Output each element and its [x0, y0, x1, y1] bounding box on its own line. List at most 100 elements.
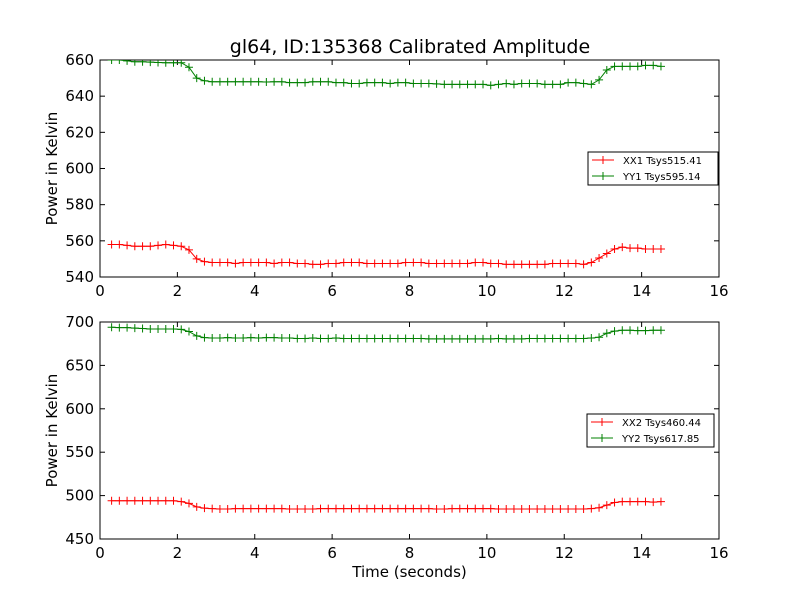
y-axis-label: Power in Kelvin — [43, 112, 61, 226]
data-point — [409, 334, 418, 343]
data-point — [161, 324, 170, 333]
data-point — [556, 259, 565, 268]
data-point — [502, 505, 511, 514]
data-point — [556, 334, 565, 343]
data-point — [455, 334, 464, 343]
data-point — [161, 240, 170, 249]
data-point — [448, 504, 457, 513]
data-point — [293, 78, 302, 87]
data-point — [370, 78, 379, 87]
series-2 — [107, 323, 665, 343]
data-point — [633, 497, 642, 506]
data-point — [277, 77, 286, 86]
data-point — [215, 334, 224, 343]
data-point — [540, 505, 549, 514]
data-point — [517, 79, 526, 88]
data-point — [440, 259, 449, 268]
data-point — [656, 62, 665, 71]
data-point — [424, 504, 433, 513]
data-point — [231, 504, 240, 513]
data-point — [231, 259, 240, 268]
x-tick-label: 10 — [477, 544, 496, 562]
data-point — [200, 333, 209, 342]
data-point — [440, 505, 449, 514]
data-point — [533, 79, 542, 88]
data-point — [123, 323, 132, 332]
data-point — [626, 497, 635, 506]
data-point — [331, 78, 340, 87]
data-point — [154, 60, 163, 67]
data-point — [362, 259, 371, 268]
chart-title: gl64, ID:135368 Calibrated Amplitude — [230, 36, 590, 58]
x-tick-label: 6 — [327, 544, 337, 562]
data-point — [417, 79, 426, 88]
data-point — [146, 496, 155, 505]
data-point — [649, 244, 658, 253]
data-point — [587, 258, 596, 267]
data-point — [355, 258, 364, 267]
data-point — [386, 259, 395, 268]
data-point — [502, 334, 511, 343]
y-tick-label: 640 — [65, 87, 94, 105]
data-point — [277, 258, 286, 267]
x-tick-label: 14 — [632, 282, 651, 300]
x-tick-label: 2 — [173, 282, 183, 300]
x-tick-label: 0 — [95, 544, 105, 562]
data-point — [509, 80, 518, 89]
data-point — [517, 260, 526, 269]
data-point — [277, 334, 286, 343]
data-point — [579, 260, 588, 269]
data-point — [548, 80, 557, 89]
x-tick-label: 8 — [405, 282, 415, 300]
legend: XX2 Tsys460.44 YY2 Tsys617.85 — [586, 413, 715, 448]
data-point — [587, 334, 596, 343]
data-point — [602, 501, 611, 510]
data-point — [270, 504, 279, 513]
data-point — [626, 326, 635, 335]
top-panel: 0 2 4 6 8 10 12 14 16 540 560 580 600 620 640 660 Power … — [43, 51, 729, 300]
data-point — [432, 505, 441, 514]
data-point — [656, 244, 665, 253]
data-point — [641, 61, 650, 70]
data-point — [502, 260, 511, 269]
data-point — [479, 504, 488, 513]
data-point — [595, 75, 604, 84]
data-point — [239, 504, 248, 513]
x-tick-label: 4 — [250, 544, 260, 562]
data-point — [161, 60, 170, 67]
data-point — [293, 334, 302, 343]
data-point — [517, 334, 526, 343]
data-point — [115, 240, 124, 249]
data-point — [239, 334, 248, 343]
data-point — [509, 505, 518, 514]
data-point — [479, 334, 488, 343]
data-point — [308, 77, 317, 86]
data-point — [378, 334, 387, 343]
data-point — [184, 63, 193, 72]
bottom-panel: 0 2 4 6 8 10 12 14 16 450 500 550 600 650 700 Power in … — [43, 313, 729, 581]
data-point — [610, 498, 619, 507]
data-point — [626, 244, 635, 253]
data-point — [223, 258, 232, 267]
data-point — [146, 60, 155, 67]
data-point — [130, 242, 139, 251]
data-point — [223, 333, 232, 342]
data-point — [362, 78, 371, 87]
y-tick-label: 660 — [65, 51, 94, 69]
data-point — [262, 258, 271, 267]
data-point — [417, 258, 426, 267]
data-point — [316, 334, 325, 343]
data-point — [285, 258, 294, 267]
data-point — [370, 334, 379, 343]
data-point — [200, 76, 209, 85]
data-point — [192, 331, 201, 340]
data-point — [138, 324, 147, 333]
data-point — [331, 504, 340, 513]
data-point — [633, 244, 642, 253]
data-point — [564, 334, 573, 343]
data-point — [262, 333, 271, 342]
data-point — [386, 79, 395, 88]
data-point — [184, 327, 193, 336]
data-point — [471, 258, 480, 267]
